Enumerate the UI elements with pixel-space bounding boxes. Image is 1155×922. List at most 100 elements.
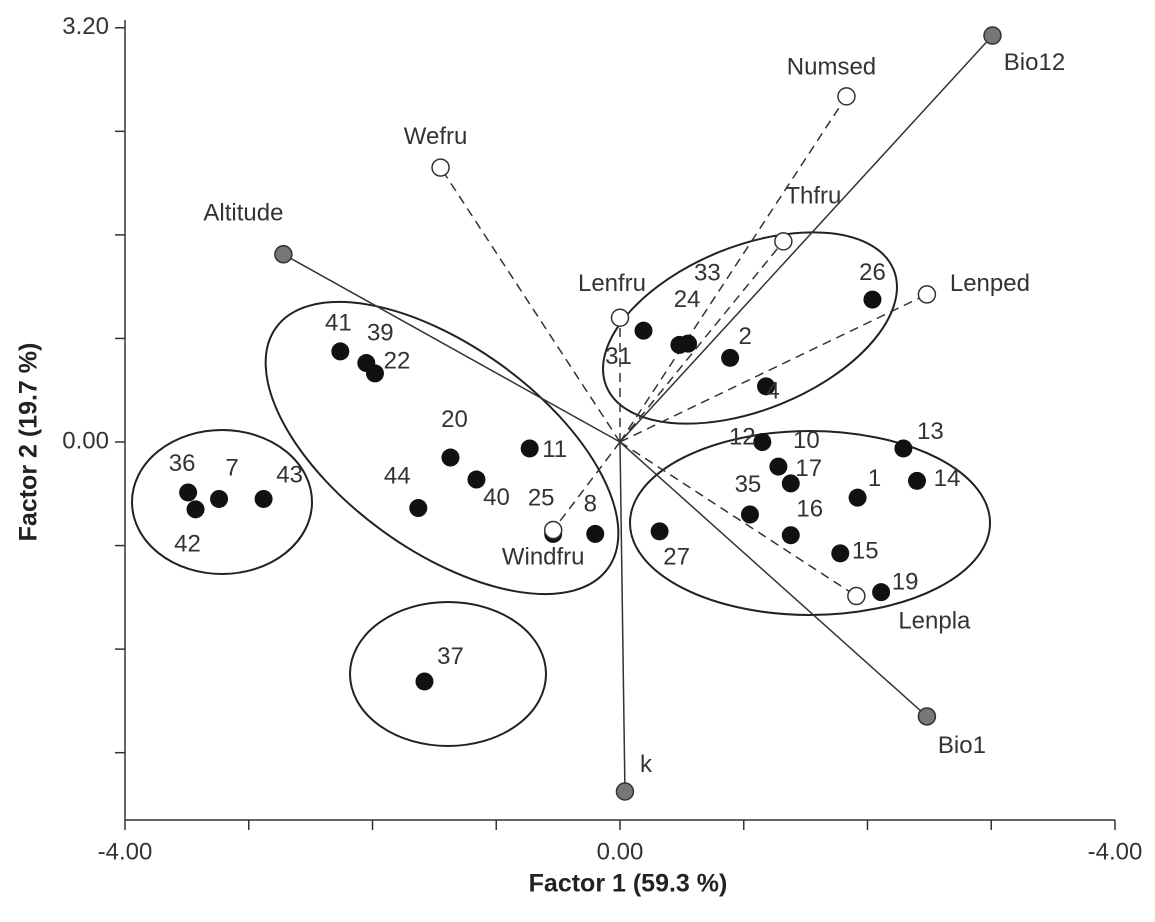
- vector-tip: [983, 26, 1002, 45]
- loading-vector: [619, 95, 848, 443]
- vector-tip: [837, 87, 856, 106]
- y-tick-label: 0.00: [62, 427, 109, 454]
- site-point: [872, 583, 891, 602]
- loading-vector: [619, 35, 994, 443]
- vector-tip: [610, 308, 630, 327]
- site-point: [331, 342, 350, 361]
- vector-label: Lenfru: [578, 270, 646, 297]
- site-label: 27: [663, 544, 690, 571]
- site-point: [781, 526, 800, 545]
- site-label: 4: [766, 378, 779, 405]
- loading-vector: [619, 441, 928, 717]
- site-label: 33: [694, 259, 721, 286]
- vector-label: Wefru: [404, 123, 468, 150]
- site-label: 35: [735, 471, 762, 498]
- vector-label: Lenped: [950, 270, 1030, 297]
- site-point: [908, 471, 926, 490]
- x-tick-label: -4.00: [1088, 838, 1143, 865]
- site-label: 14: [934, 465, 961, 492]
- site-label: 24: [674, 286, 701, 313]
- site-point: [520, 439, 539, 458]
- site-point: [757, 377, 776, 396]
- cluster: [264, 300, 620, 596]
- site-point: [179, 483, 198, 502]
- vector-label: Numsed: [787, 54, 876, 81]
- site-point: [650, 522, 669, 541]
- site-label: 31: [605, 343, 632, 370]
- vector-tip: [615, 782, 635, 801]
- vector-tip: [847, 586, 866, 606]
- loading-vector: [552, 441, 621, 531]
- cluster: [131, 429, 313, 575]
- site-label: 19: [892, 569, 919, 596]
- vector-label: Lenpla: [898, 607, 971, 634]
- vector-tip: [917, 707, 937, 726]
- site-point: [254, 489, 273, 508]
- loading-vector: [619, 441, 626, 792]
- site-label: 44: [384, 462, 411, 489]
- site-point: [753, 433, 772, 452]
- site-point: [831, 544, 850, 563]
- site-point: [441, 448, 460, 467]
- loading-vector: [619, 240, 784, 443]
- site-label: 16: [796, 496, 823, 523]
- site-point: [586, 524, 605, 543]
- site-label: 41: [325, 310, 352, 337]
- site-label: 36: [169, 450, 196, 477]
- site-label: 39: [367, 319, 394, 346]
- site-point: [634, 321, 653, 340]
- vector-tip: [543, 520, 563, 540]
- loading-vector: [439, 167, 621, 443]
- cluster: [629, 430, 991, 616]
- site-point: [863, 290, 882, 309]
- cluster: [349, 601, 547, 747]
- vector-tip: [431, 158, 450, 177]
- site-label: 26: [859, 259, 886, 286]
- site-label: 43: [276, 461, 303, 488]
- clusters: [131, 231, 991, 747]
- site-label: 15: [852, 538, 879, 565]
- site-label: 7: [225, 454, 238, 481]
- site-point: [848, 488, 867, 507]
- vector-label: Altitude: [203, 200, 283, 227]
- site-label: 8: [584, 490, 597, 517]
- site-label: 11: [542, 436, 567, 463]
- site-point: [409, 499, 428, 518]
- vector-label: Bio1: [938, 732, 986, 759]
- site-point: [186, 500, 205, 519]
- vector-label: Thfru: [785, 183, 841, 210]
- site-point: [769, 457, 788, 476]
- vector-tip: [917, 285, 937, 304]
- x-tick-label: 0.00: [597, 838, 644, 865]
- site-label: 17: [795, 455, 822, 482]
- site-label: 20: [441, 406, 468, 433]
- vector-tip: [774, 232, 793, 251]
- y-axis-title: Factor 2 (19.7 %): [15, 343, 43, 542]
- site-label: 2: [738, 323, 751, 350]
- loading-vector: [283, 253, 621, 443]
- site-label: 13: [917, 418, 944, 445]
- site-label: 12: [729, 423, 756, 450]
- site-point: [467, 470, 486, 489]
- vector-label: k: [640, 751, 653, 778]
- vector-label: Bio12: [1004, 49, 1065, 76]
- loading-vector: [619, 293, 928, 443]
- cluster: [602, 231, 898, 425]
- site-point: [781, 474, 800, 493]
- loading-vector: [619, 441, 857, 597]
- site-point: [894, 439, 913, 458]
- site-point: [721, 348, 740, 367]
- site-label: 25: [528, 484, 555, 511]
- y-tick-label: 3.20: [62, 13, 109, 40]
- x-axis-title: Factor 1 (59.3 %): [529, 870, 728, 898]
- x-tick-label: -4.00: [98, 838, 153, 865]
- site-point: [210, 489, 229, 508]
- site-label: 37: [437, 643, 464, 670]
- site-label: 40: [483, 484, 510, 511]
- site-label: 42: [174, 531, 201, 558]
- vector-label: Windfru: [502, 543, 585, 570]
- site-point: [365, 364, 384, 383]
- vector-tip: [274, 245, 293, 264]
- site-label: 22: [384, 348, 411, 375]
- site-label: 10: [793, 427, 820, 454]
